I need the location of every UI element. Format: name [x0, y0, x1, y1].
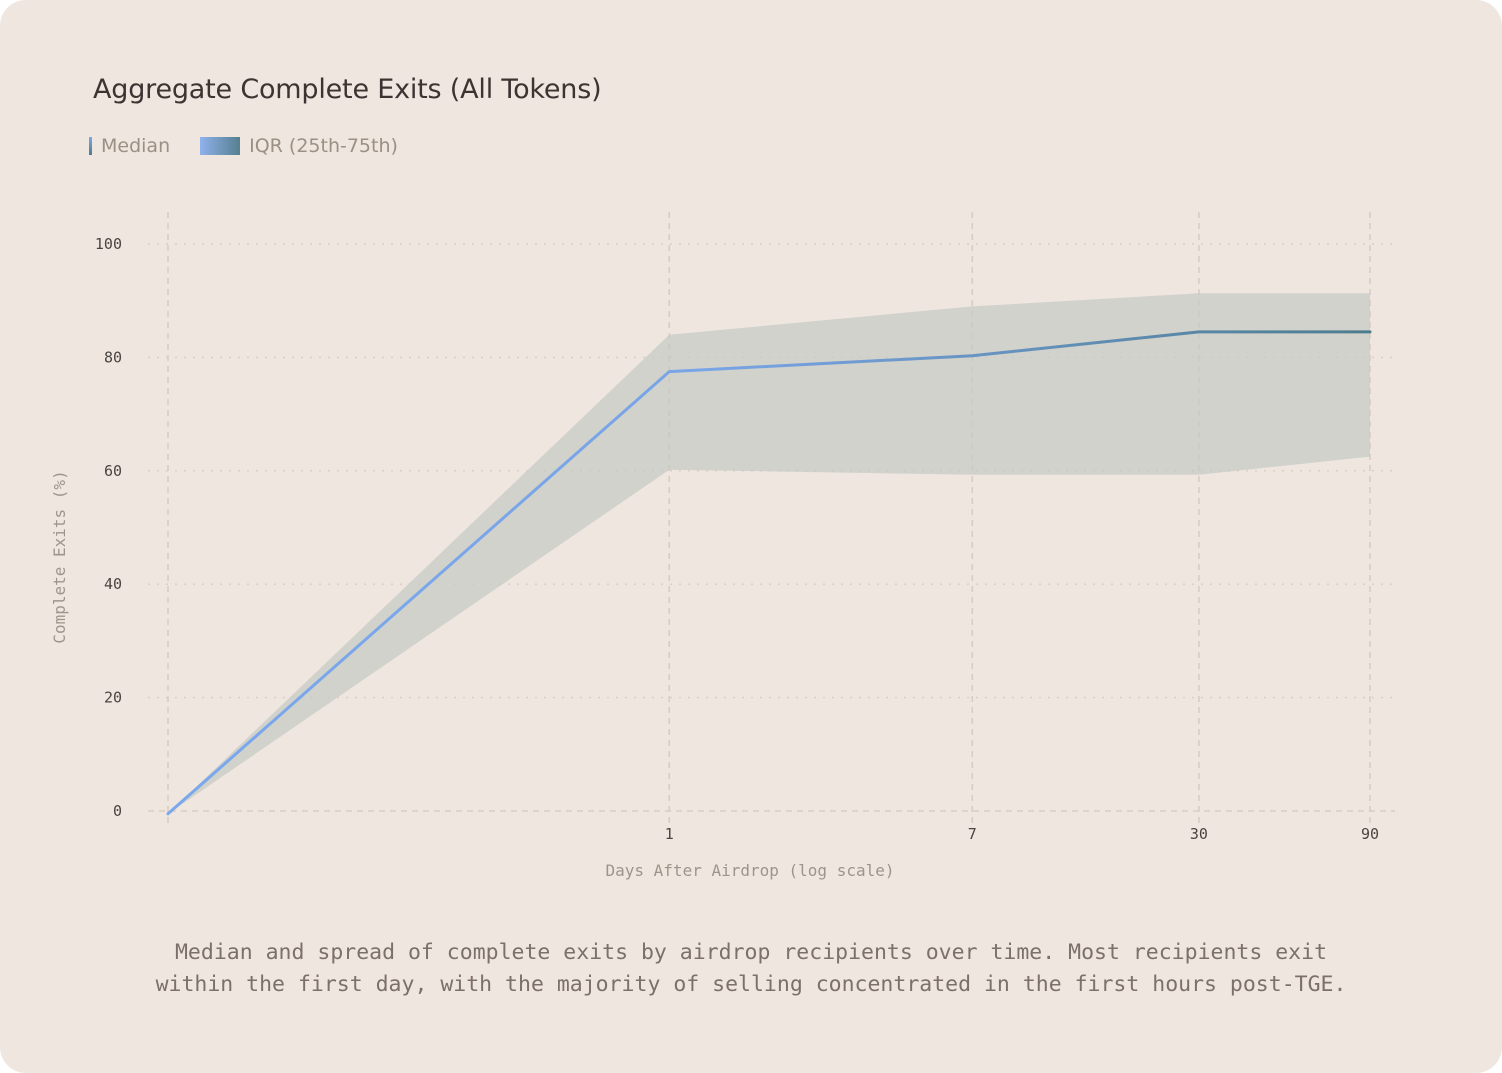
- x-tick-label-90: 90: [1361, 825, 1379, 843]
- y-tick-label-20: 20: [104, 689, 122, 707]
- x-tick-label-7: 7: [968, 825, 977, 843]
- x-tick-label-1: 1: [665, 825, 674, 843]
- chart-legend: Median IQR (25th-75th): [89, 132, 428, 160]
- legend-item-iqr[interactable]: IQR (25th-75th): [200, 135, 398, 157]
- figure-caption: Median and spread of complete exits by a…: [60, 937, 1442, 1001]
- y-tick-label-0: 0: [113, 802, 122, 820]
- median-line: [166, 330, 1372, 816]
- chart-title: Aggregate Complete Exits (All Tokens): [93, 74, 602, 105]
- iqr-band: [168, 293, 1370, 814]
- x-axis-ticks: 1 7 30 90: [665, 825, 1379, 843]
- y-tick-label-100: 100: [95, 235, 122, 253]
- legend-item-median[interactable]: Median: [89, 135, 170, 157]
- x-tick-label-30: 30: [1190, 825, 1208, 843]
- x-axis-label: Days After Airdrop (log scale): [606, 861, 895, 880]
- caption-line-2: within the first day, with the majority …: [155, 972, 1347, 997]
- iqr-band-layer: [168, 293, 1370, 814]
- legend-swatch-iqr: [200, 137, 241, 155]
- legend-label-iqr: IQR (25th-75th): [249, 135, 398, 157]
- y-tick-label-60: 60: [104, 462, 122, 480]
- y-tick-label-40: 40: [104, 575, 122, 593]
- median-line-layer: [166, 330, 1372, 816]
- legend-swatch-median: [89, 137, 92, 155]
- y-tick-label-80: 80: [104, 348, 122, 366]
- caption-line-1: Median and spread of complete exits by a…: [174, 940, 1328, 965]
- y-axis-ticks: 0 20 40 60 80 100: [95, 235, 122, 820]
- legend-label-median: Median: [101, 135, 171, 157]
- y-axis-label: Complete Exits (%): [50, 470, 69, 643]
